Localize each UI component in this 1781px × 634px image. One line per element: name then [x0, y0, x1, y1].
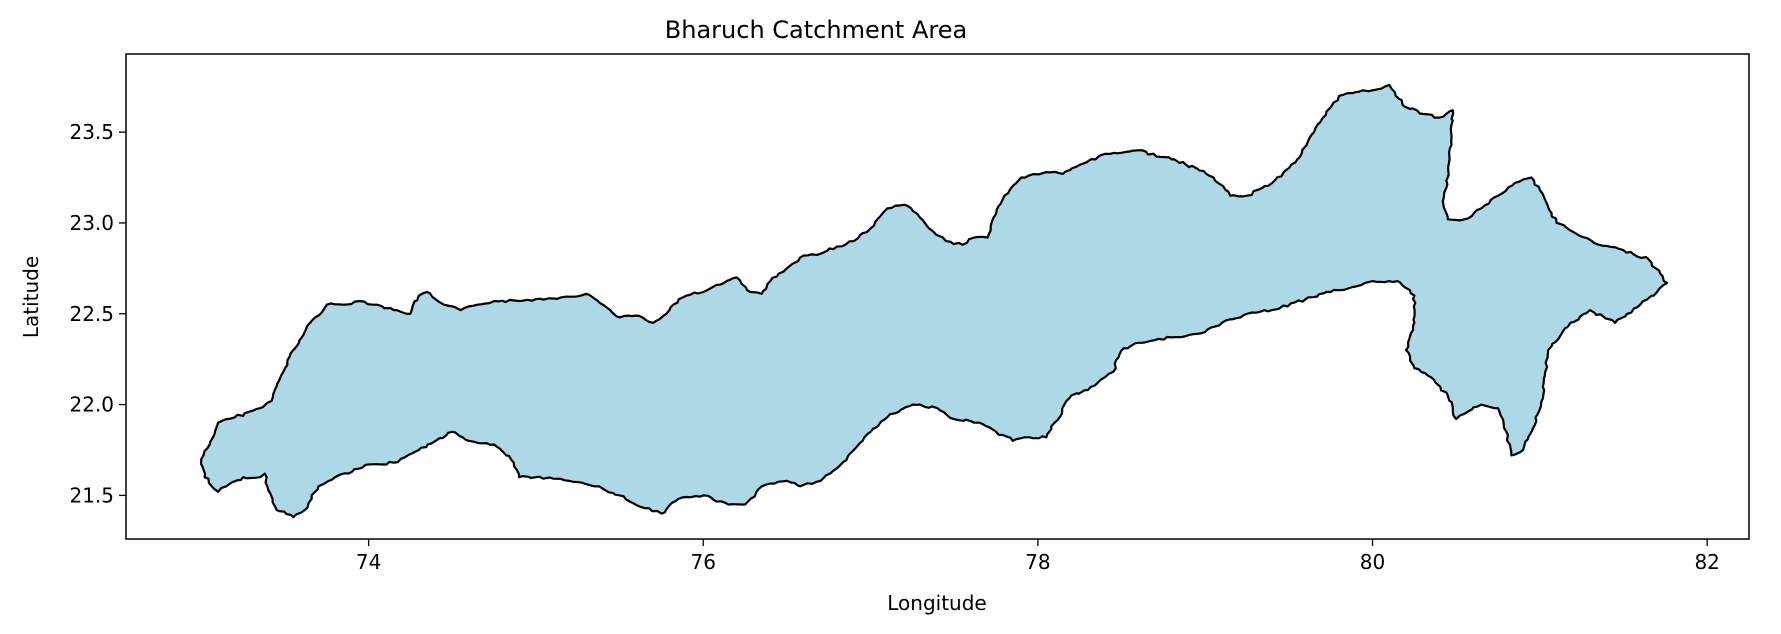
y-tick-label: 23.5 — [69, 120, 114, 144]
axes-frame — [125, 53, 1750, 540]
x-tick-label: 78 — [1025, 550, 1050, 574]
y-tick-label: 23.0 — [69, 211, 114, 235]
catchment-boundary — [199, 83, 1669, 519]
y-axis-label: Latitude — [19, 256, 43, 338]
x-tick-label: 74 — [356, 550, 381, 574]
x-tick-label: 82 — [1694, 550, 1719, 574]
x-axis: 74 76 78 80 82 — [356, 539, 1720, 574]
y-axis: 21.5 22.0 22.5 23.0 23.5 — [69, 120, 126, 507]
y-tick-label: 21.5 — [69, 483, 114, 507]
map-title: Bharuch Catchment Area — [665, 16, 967, 44]
x-tick-label: 80 — [1360, 550, 1385, 574]
x-axis-label: Longitude — [887, 591, 986, 615]
y-tick-label: 22.0 — [69, 393, 114, 417]
x-tick-label: 76 — [691, 550, 716, 574]
y-tick-label: 22.5 — [69, 302, 114, 326]
plot-area — [199, 83, 1669, 519]
